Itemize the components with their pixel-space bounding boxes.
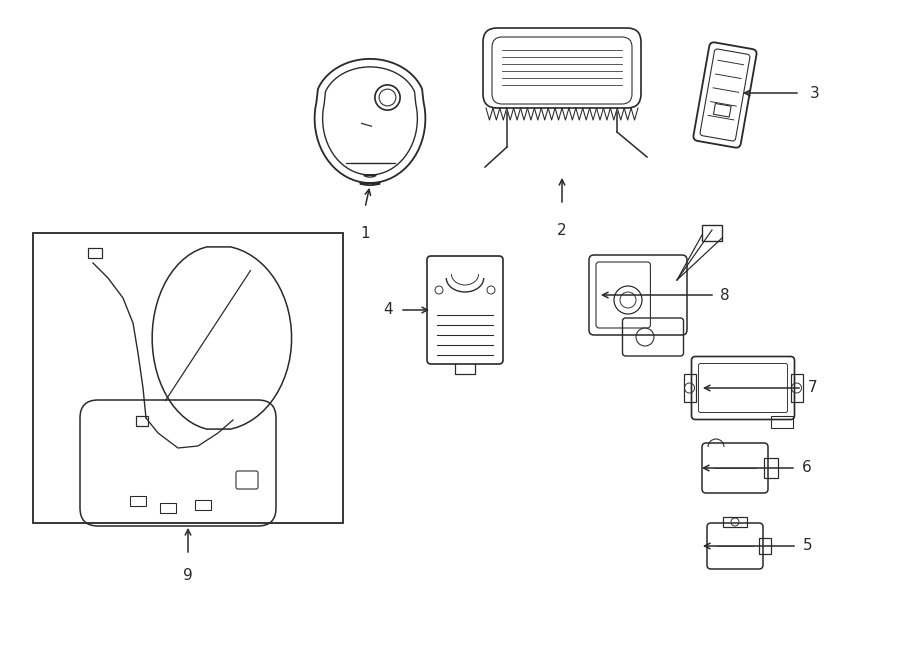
Bar [759,538,771,554]
Bar [130,496,146,506]
Bar [33,233,343,523]
Bar [88,248,102,258]
Text: 7: 7 [808,381,817,395]
Text: 8: 8 [720,288,730,303]
Text: 3: 3 [810,85,820,100]
Text: 9: 9 [183,568,193,583]
Bar [723,517,747,527]
Bar [770,416,793,428]
Bar [764,458,778,478]
Bar [714,104,731,117]
Bar [136,416,148,426]
Bar [790,374,803,402]
Text: 2: 2 [557,223,567,238]
Text: 4: 4 [383,303,393,317]
Bar [683,374,696,402]
Bar [195,500,211,510]
Text: 1: 1 [360,226,370,241]
Bar [702,225,722,241]
Text: 6: 6 [802,461,812,475]
Bar [160,503,176,513]
Text: 5: 5 [803,539,813,553]
